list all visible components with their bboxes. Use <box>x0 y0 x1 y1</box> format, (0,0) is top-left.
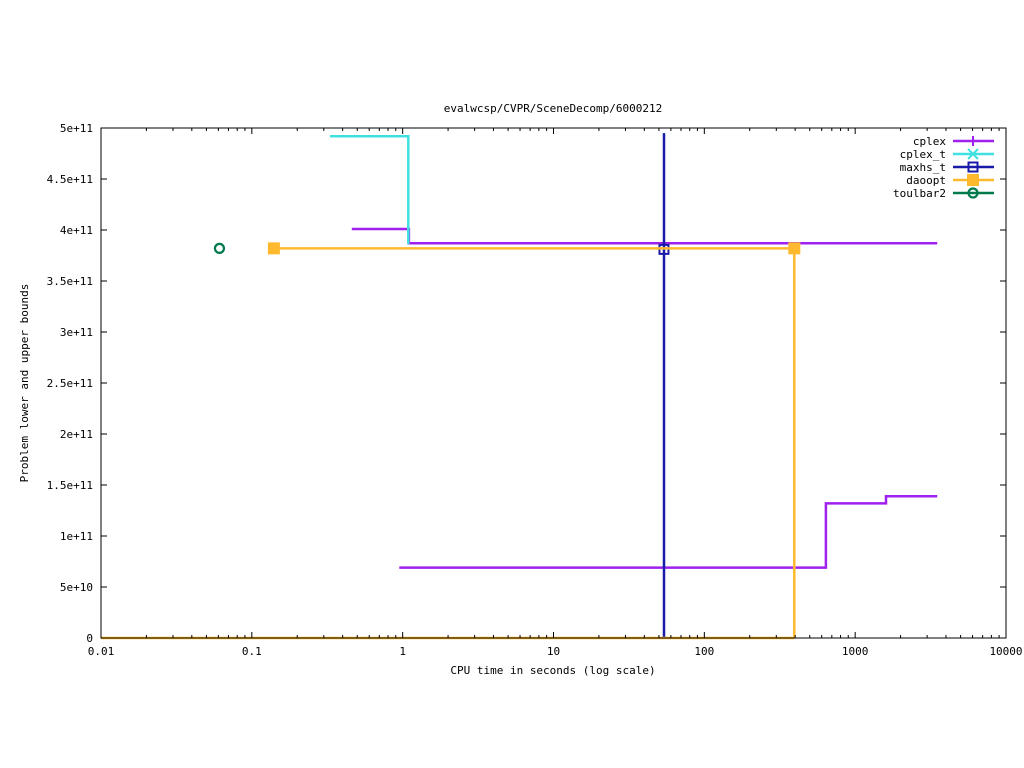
y-tick-label: 1e+11 <box>60 530 93 543</box>
legend-label: daoopt <box>906 174 946 187</box>
y-tick-label: 3e+11 <box>60 326 93 339</box>
y-tick-label: 5e+10 <box>60 581 93 594</box>
series-daoopt <box>101 242 801 640</box>
y-axis-label: Problem lower and upper bounds <box>18 284 31 483</box>
legend-label: cplex <box>913 135 946 148</box>
y-tick-label: 3.5e+11 <box>47 275 93 288</box>
y-tick-label: 5e+11 <box>60 122 93 135</box>
chart-title: evalwcsp/CVPR/SceneDecomp/6000212 <box>444 102 663 115</box>
x-tick-label: 1 <box>399 645 406 658</box>
ticks-layer: 0.01 0.1 1 10 100 1000 10000 0 5e+10 1e+11 1.5e+11… <box>47 122 1023 658</box>
legend-item: toulbar2 <box>893 187 994 200</box>
data-point <box>267 242 280 255</box>
y-tick-label: 2.5e+11 <box>47 377 93 390</box>
x-tick-label: 10 <box>547 645 560 658</box>
x-tick-label: 100 <box>694 645 714 658</box>
legend-marker <box>967 187 979 199</box>
series-line <box>330 134 410 245</box>
legend-marker <box>967 161 979 173</box>
x-axis-label: CPU time in seconds (log scale) <box>450 664 655 677</box>
x-tick-label: 0.01 <box>88 645 115 658</box>
series-cplex_t <box>330 134 410 245</box>
legend-label: cplex_t <box>900 148 946 161</box>
y-tick-label: 0 <box>86 632 93 645</box>
series-line <box>351 227 938 245</box>
series-maxhs_t <box>658 133 670 638</box>
series-cplex <box>351 227 938 569</box>
x-tick-label: 0.1 <box>242 645 262 658</box>
legend-marker <box>967 174 979 186</box>
x-tick-label: 10000 <box>989 645 1022 658</box>
data-point <box>788 242 801 255</box>
legend-label: toulbar2 <box>893 187 946 200</box>
series-line <box>399 494 938 569</box>
y-tick-label: 4.5e+11 <box>47 173 93 186</box>
series-line <box>273 247 796 638</box>
y-tick-label: 1.5e+11 <box>47 479 93 492</box>
legend-label: maxhs_t <box>900 161 946 174</box>
legend-marker <box>968 136 978 146</box>
plot-frame <box>100 127 1007 639</box>
y-tick-label: 2e+11 <box>60 428 93 441</box>
data-point <box>213 242 226 254</box>
legend-marker <box>967 148 979 160</box>
series-toulbar2 <box>213 242 226 254</box>
legend-item: cplex_t <box>900 148 994 161</box>
x-tick-label: 1000 <box>842 645 869 658</box>
series-layer <box>101 133 938 640</box>
legend-item: cplex <box>913 135 994 148</box>
legend-item: daoopt <box>906 174 994 187</box>
y-tick-label: 4e+11 <box>60 224 93 237</box>
legend-item: maxhs_t <box>900 161 994 174</box>
